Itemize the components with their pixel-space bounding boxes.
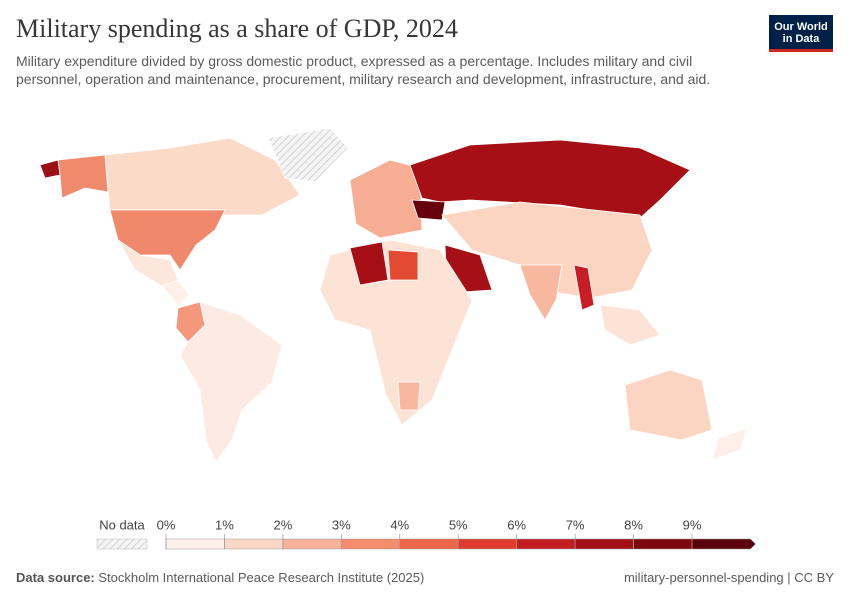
logo-line: in Data: [782, 33, 820, 45]
legend-bin: [165, 538, 225, 550]
no-data-swatch: [96, 538, 148, 550]
country: [599, 304, 661, 346]
title: Military spending as a share of GDP, 202…: [16, 14, 458, 43]
country: [349, 159, 423, 239]
country: [39, 159, 61, 179]
legend-tick-label: 0%: [157, 517, 176, 532]
legend-bin: [457, 538, 517, 550]
legend-tick-label: 1%: [215, 517, 234, 532]
legend-bin: [574, 538, 634, 550]
legend: No data 0% 1% 2% 3% 4% 5% 6% 7% 8% 9%: [96, 517, 756, 550]
country: [267, 127, 349, 183]
country: [387, 249, 419, 281]
country: [161, 279, 191, 306]
legend-tick-label: 5%: [449, 517, 468, 532]
legend-tick-label: 4%: [390, 517, 409, 532]
no-data-label: No data: [99, 517, 145, 532]
source-label: Data source:: [16, 570, 95, 585]
country: [441, 201, 653, 299]
countries: [39, 127, 749, 463]
subtitle: Military expenditure divided by gross do…: [16, 53, 711, 87]
country: [57, 154, 109, 199]
country: [319, 239, 473, 426]
country: [411, 199, 446, 221]
legend-tick-label: 9%: [683, 517, 702, 532]
country: [397, 381, 421, 411]
legend-bin: [691, 538, 756, 550]
world-map: [39, 127, 749, 463]
legend-bin: [341, 538, 401, 550]
legend-tick-label: 3%: [332, 517, 351, 532]
legend-bin: [282, 538, 342, 550]
country: [711, 427, 749, 461]
footer-right[interactable]: military-personnel-spending | CC BY: [623, 570, 834, 585]
legend-bin: [224, 538, 284, 550]
legend-tick-label: 8%: [624, 517, 643, 532]
country: [624, 369, 713, 441]
legend-tick-label: 2%: [273, 517, 292, 532]
source-text[interactable]: Stockholm International Peace Research I…: [98, 570, 425, 585]
legend-tick-label: 7%: [566, 517, 585, 532]
legend-bin: [399, 538, 459, 550]
legend-bin: [516, 538, 576, 550]
source: Data source: Stockholm International Pea…: [16, 570, 424, 585]
country: [519, 264, 563, 321]
country: [573, 264, 595, 311]
legend-bin: [633, 538, 693, 550]
legend-tick-label: 6%: [507, 517, 526, 532]
country: [179, 301, 283, 463]
country: [349, 241, 389, 286]
logo-line: Our World: [774, 21, 828, 33]
country: [104, 137, 301, 216]
logo[interactable]: Our World in Data: [769, 15, 833, 52]
